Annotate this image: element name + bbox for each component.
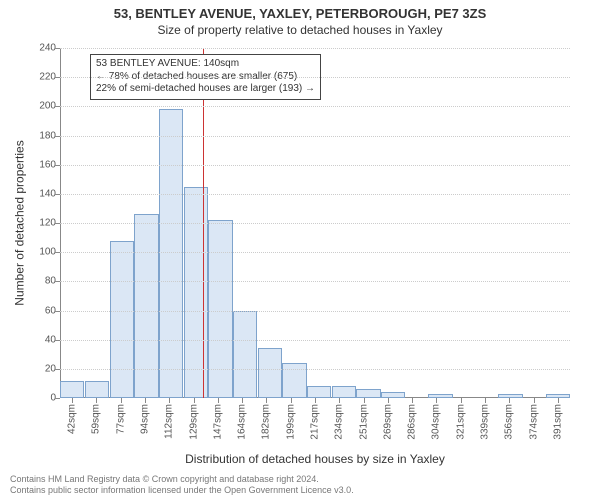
x-tick-mark (291, 398, 292, 403)
annotation-line1: 53 BENTLEY AVENUE: 140sqm (96, 58, 315, 71)
x-tick-label: 77sqm (115, 404, 126, 434)
x-tick-mark (461, 398, 462, 403)
annotation-line3: 22% of semi-detached houses are larger (… (96, 83, 315, 96)
x-tick-mark (242, 398, 243, 403)
x-tick-mark (96, 398, 97, 403)
gridline (60, 48, 570, 49)
x-tick-label: 339sqm (480, 404, 491, 440)
y-tick-mark (55, 252, 60, 253)
x-tick-mark (339, 398, 340, 403)
x-labels-container: 42sqm 59sqm 77sqm 94sqm 112sqm 129sqm 147sqm 16… (60, 398, 570, 458)
x-tick-label: 391sqm (552, 404, 563, 440)
y-tick-mark (55, 77, 60, 78)
y-tick-mark (55, 340, 60, 341)
x-tick-mark (145, 398, 146, 403)
x-tick-mark (266, 398, 267, 403)
x-tick-mark (315, 398, 316, 403)
y-tick-mark (55, 369, 60, 370)
bar (233, 311, 257, 399)
x-tick-mark (558, 398, 559, 403)
x-tick-label: 94sqm (140, 404, 151, 434)
y-tick-mark (55, 311, 60, 312)
x-tick-label: 269sqm (382, 404, 393, 440)
x-tick-label: 42sqm (67, 404, 78, 434)
gridline (60, 223, 570, 224)
gridline (60, 194, 570, 195)
x-tick-mark (485, 398, 486, 403)
bar (307, 386, 331, 398)
x-tick-label: 234sqm (334, 404, 345, 440)
y-tick-mark (55, 106, 60, 107)
y-tick-mark (55, 48, 60, 49)
x-tick-label: 321sqm (455, 404, 466, 440)
x-tick-mark (364, 398, 365, 403)
gridline (60, 252, 570, 253)
histogram-plot: 42sqm59sqm77sqm94sqm112sqm129sqm147sqm16… (60, 48, 570, 398)
bar (208, 220, 232, 398)
x-tick-mark (218, 398, 219, 403)
bar (134, 214, 158, 398)
x-tick-mark (509, 398, 510, 403)
y-tick-mark (55, 398, 60, 399)
y-tick-mark (55, 223, 60, 224)
gridline (60, 369, 570, 370)
x-tick-label: 356sqm (504, 404, 515, 440)
footer-line1: Contains HM Land Registry data © Crown c… (10, 474, 354, 485)
x-axis-title: Distribution of detached houses by size … (60, 452, 570, 466)
y-tick-mark (55, 281, 60, 282)
y-axis-title-text: Number of detached properties (13, 140, 27, 305)
page-title-line2: Size of property relative to detached ho… (0, 21, 600, 37)
x-tick-mark (534, 398, 535, 403)
footer-credits: Contains HM Land Registry data © Crown c… (10, 474, 354, 496)
x-tick-mark (436, 398, 437, 403)
y-tick-mark (55, 194, 60, 195)
x-tick-label: 217sqm (310, 404, 321, 440)
bar (258, 348, 282, 398)
bar (85, 381, 109, 399)
bar (60, 381, 84, 399)
x-tick-label: 304sqm (431, 404, 442, 440)
x-tick-label: 147sqm (212, 404, 223, 440)
y-tick-mark (55, 136, 60, 137)
x-tick-mark (388, 398, 389, 403)
x-tick-label: 129sqm (188, 404, 199, 440)
bar (110, 241, 134, 399)
y-tick-mark (55, 165, 60, 166)
x-tick-label: 251sqm (358, 404, 369, 440)
gridline (60, 77, 570, 78)
x-tick-label: 59sqm (91, 404, 102, 434)
x-tick-mark (194, 398, 195, 403)
bar (159, 109, 183, 398)
gridline (60, 136, 570, 137)
x-tick-mark (169, 398, 170, 403)
x-tick-label: 182sqm (261, 404, 272, 440)
footer-line2: Contains public sector information licen… (10, 485, 354, 496)
x-tick-mark (72, 398, 73, 403)
gridline (60, 311, 570, 312)
x-tick-label: 374sqm (528, 404, 539, 440)
x-tick-label: 164sqm (237, 404, 248, 440)
bar (332, 386, 356, 398)
x-tick-mark (412, 398, 413, 403)
bar (356, 389, 380, 398)
x-tick-label: 199sqm (285, 404, 296, 440)
x-tick-label: 112sqm (164, 404, 175, 439)
x-tick-mark (121, 398, 122, 403)
page-title-line1: 53, BENTLEY AVENUE, YAXLEY, PETERBOROUGH… (0, 0, 600, 21)
gridline (60, 165, 570, 166)
gridline (60, 281, 570, 282)
x-tick-label: 286sqm (407, 404, 418, 440)
gridline (60, 106, 570, 107)
gridline (60, 340, 570, 341)
